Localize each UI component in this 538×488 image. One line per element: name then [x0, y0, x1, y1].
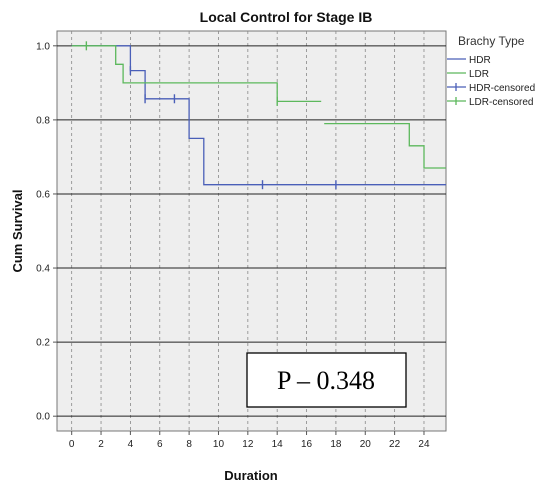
- x-tick-label: 20: [360, 439, 372, 450]
- x-tick-label: 16: [301, 439, 313, 450]
- chart-title: Local Control for Stage IB: [200, 9, 373, 25]
- p-value-label: P – 0.348: [277, 366, 375, 395]
- y-tick-label: 0.8: [36, 115, 50, 126]
- legend-item-ldr: LDR: [447, 69, 489, 80]
- x-tick-label: 22: [389, 439, 401, 450]
- y-axis-title: Cum Survival: [10, 189, 25, 272]
- y-tick-label: 1.0: [36, 41, 50, 52]
- x-tick-label: 14: [272, 439, 284, 450]
- x-tick-label: 24: [418, 439, 430, 450]
- p-value-frame: [246, 352, 407, 408]
- legend-item-hdr-censored: HDR-censored: [447, 83, 535, 94]
- y-tick-label: 0.4: [36, 264, 50, 275]
- y-tick-label: 0.6: [36, 189, 50, 200]
- y-tick-label: 0.0: [36, 412, 50, 423]
- x-tick-label: 6: [157, 439, 163, 450]
- legend-label-hdr-censored: HDR-censored: [469, 83, 535, 94]
- x-tick-label: 8: [186, 439, 192, 450]
- x-tick-label: 18: [330, 439, 342, 450]
- legend-label-hdr: HDR: [469, 55, 491, 66]
- x-axis-title: Duration: [224, 468, 278, 483]
- grid: [57, 31, 446, 431]
- hdr-line: [71, 45, 446, 186]
- x-axis: 0 2 4 6 8 10 12 14 16 18 20 22 24: [69, 431, 430, 450]
- legend-label-ldr: LDR: [469, 69, 489, 80]
- x-tick-label: 2: [98, 439, 104, 450]
- legend-item-hdr: HDR: [447, 55, 491, 66]
- p-value-box: P – 0.348: [246, 352, 407, 408]
- ldr-line: [324, 122, 446, 169]
- series-layer: [71, 41, 446, 190]
- legend-label-ldr-censored: LDR-censored: [469, 97, 533, 108]
- x-tick-label: 12: [242, 439, 254, 450]
- legend-title: Brachy Type: [458, 34, 525, 48]
- x-tick-label: 4: [128, 439, 134, 450]
- legend: Brachy Type HDR LDR HDR-censored LDR-cen…: [447, 34, 535, 108]
- y-axis: 0.0 0.2 0.4 0.6 0.8 1.0: [36, 41, 57, 423]
- legend-item-ldr-censored: LDR-censored: [447, 97, 533, 108]
- y-tick-label: 0.2: [36, 338, 50, 349]
- x-tick-label: 0: [69, 439, 75, 450]
- x-tick-label: 10: [213, 439, 225, 450]
